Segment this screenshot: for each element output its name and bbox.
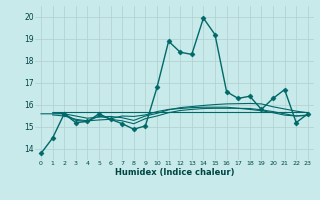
- X-axis label: Humidex (Indice chaleur): Humidex (Indice chaleur): [115, 168, 234, 177]
